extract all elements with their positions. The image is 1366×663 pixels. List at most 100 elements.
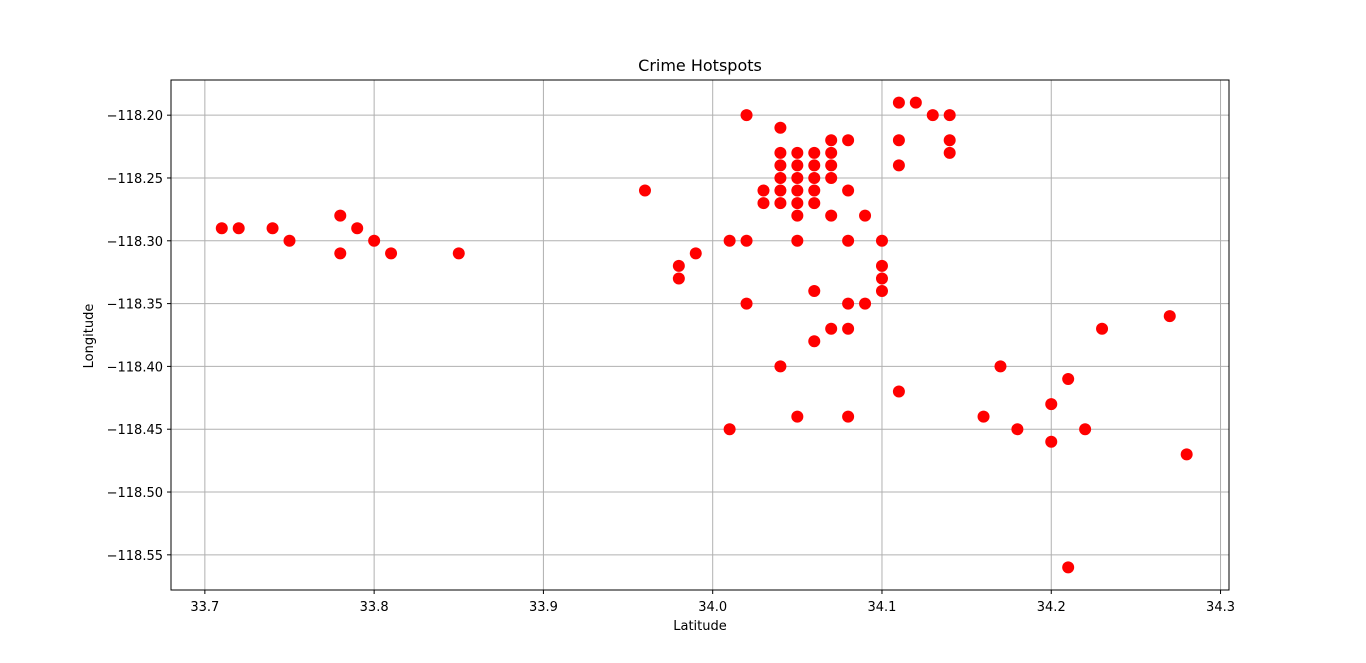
data-point (825, 159, 838, 172)
data-point (672, 272, 685, 285)
x-tick-label: 34.0 (698, 600, 727, 615)
chart-title: Crime Hotspots (638, 56, 762, 75)
data-point (791, 197, 804, 210)
y-tick-label: −118.45 (107, 423, 163, 438)
data-point (791, 159, 804, 172)
data-point (740, 234, 753, 247)
data-point (859, 209, 872, 222)
data-point (842, 322, 855, 335)
data-point (994, 360, 1007, 373)
data-point (774, 360, 787, 373)
data-point (638, 184, 651, 197)
data-point (1062, 561, 1075, 574)
data-point (943, 146, 956, 159)
data-point (1079, 423, 1092, 436)
data-point (892, 385, 905, 398)
data-point (943, 109, 956, 122)
data-point (1180, 448, 1193, 461)
data-point (842, 184, 855, 197)
data-point (774, 197, 787, 210)
data-point (909, 96, 922, 109)
data-points (215, 96, 1193, 574)
data-point (723, 234, 736, 247)
data-point (892, 159, 905, 172)
data-point (825, 322, 838, 335)
data-point (283, 234, 296, 247)
data-point (774, 121, 787, 134)
data-point (1096, 322, 1109, 335)
data-point (723, 423, 736, 436)
data-point (808, 146, 821, 159)
data-point (892, 96, 905, 109)
data-point (825, 209, 838, 222)
data-point (926, 109, 939, 122)
data-point (791, 146, 804, 159)
data-point (825, 146, 838, 159)
data-point (791, 171, 804, 184)
data-point (808, 171, 821, 184)
y-axis-label: Longitude (82, 304, 97, 369)
data-point (808, 159, 821, 172)
data-point (672, 259, 685, 272)
data-point (232, 222, 245, 235)
data-point (774, 159, 787, 172)
data-point (334, 209, 347, 222)
y-axis-ticks: −118.20 −118.25 −118.30 −118.35 −118.40 −118.… (107, 109, 171, 564)
data-point (808, 197, 821, 210)
data-point (452, 247, 465, 260)
y-tick-label: −118.25 (107, 172, 163, 187)
data-point (1045, 435, 1058, 448)
data-point (875, 259, 888, 272)
y-tick-label: −118.40 (107, 360, 163, 375)
data-point (791, 184, 804, 197)
data-point (1163, 310, 1176, 323)
data-point (740, 297, 753, 310)
data-point (825, 134, 838, 147)
y-tick-label: −118.50 (107, 486, 163, 501)
x-tick-label: 33.8 (360, 600, 389, 615)
data-point (808, 184, 821, 197)
data-point (842, 410, 855, 423)
x-tick-label: 33.7 (190, 600, 219, 615)
x-tick-label: 34.2 (1037, 600, 1066, 615)
data-point (757, 184, 770, 197)
data-point (859, 297, 872, 310)
data-point (266, 222, 279, 235)
data-point (808, 335, 821, 348)
data-point (842, 297, 855, 310)
y-tick-label: −118.55 (107, 549, 163, 564)
y-tick-label: −118.30 (107, 235, 163, 250)
data-point (977, 410, 990, 423)
data-point (740, 109, 753, 122)
data-point (842, 134, 855, 147)
data-point (774, 171, 787, 184)
data-point (875, 234, 888, 247)
data-point (943, 134, 956, 147)
data-point (791, 209, 804, 222)
data-point (757, 197, 770, 210)
data-point (1011, 423, 1024, 436)
x-tick-label: 34.1 (867, 600, 896, 615)
data-point (875, 285, 888, 298)
data-point (774, 184, 787, 197)
data-point (825, 171, 838, 184)
x-axis-label: Latitude (673, 619, 727, 634)
data-point (689, 247, 702, 260)
data-point (368, 234, 381, 247)
data-point (808, 285, 821, 298)
data-point (215, 222, 228, 235)
plot-area-frame (170, 79, 1230, 591)
data-point (842, 234, 855, 247)
data-point (774, 146, 787, 159)
data-point (875, 272, 888, 285)
data-point (1045, 398, 1058, 411)
data-point (791, 410, 804, 423)
grid-lines (171, 80, 1229, 590)
data-point (351, 222, 364, 235)
x-tick-label: 34.3 (1206, 600, 1235, 615)
y-tick-label: −118.20 (107, 109, 163, 124)
data-point (892, 134, 905, 147)
data-point (1062, 372, 1075, 385)
data-point (334, 247, 347, 260)
